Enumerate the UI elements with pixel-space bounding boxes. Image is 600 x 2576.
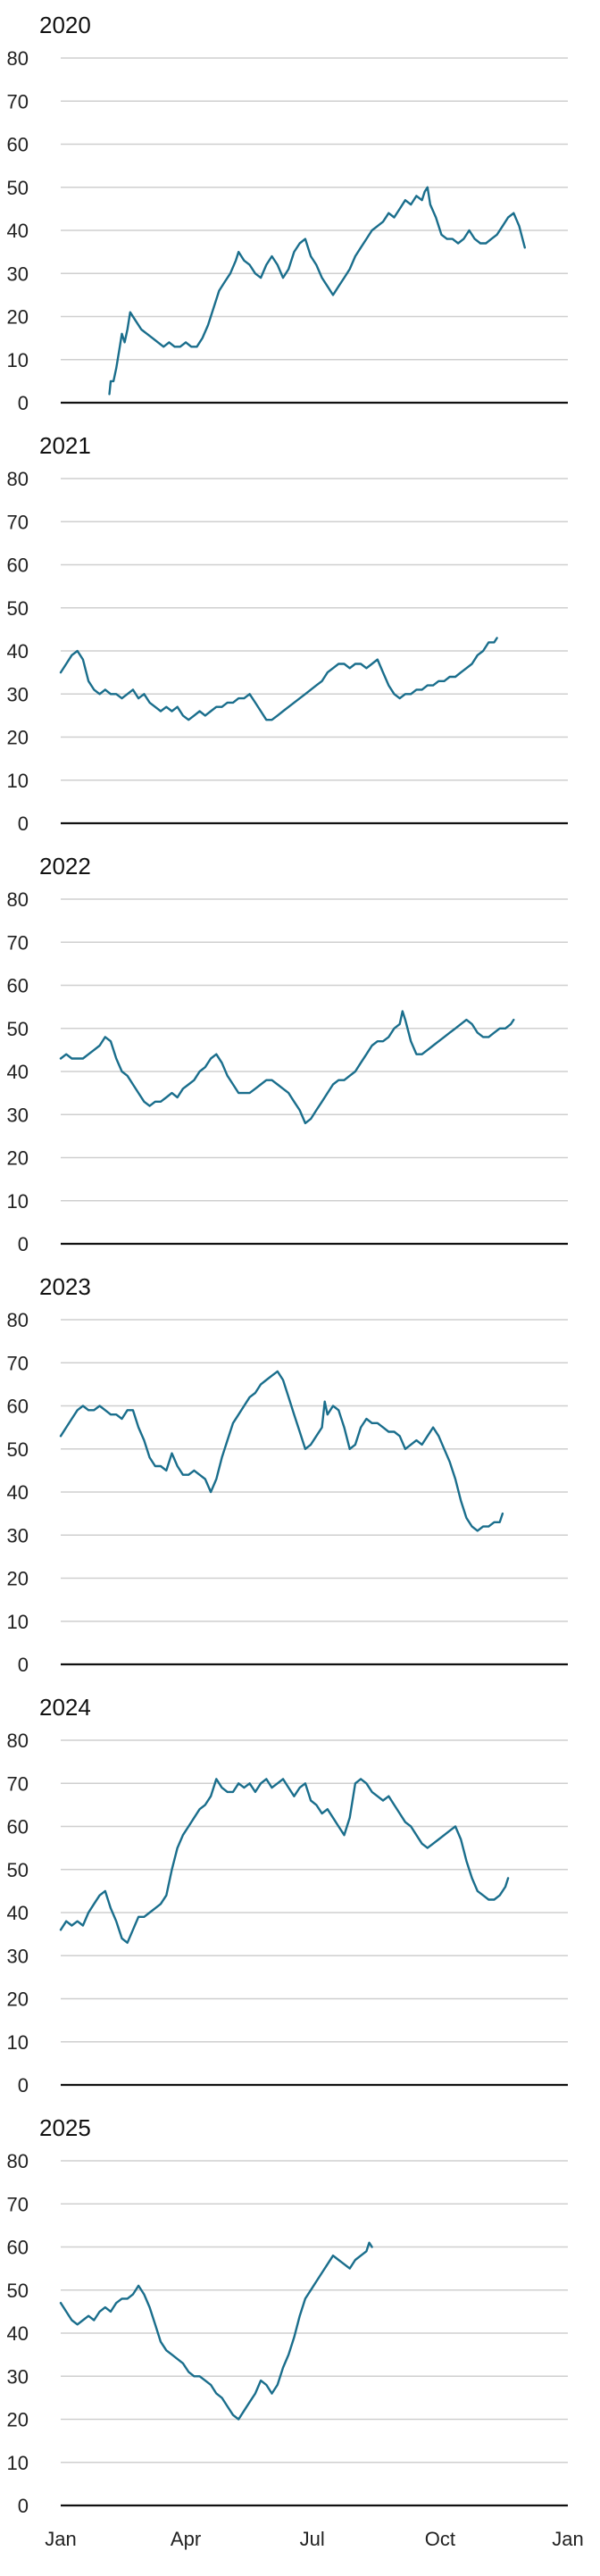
y-tick-label: 80 [7,468,29,490]
y-tick-label: 40 [7,220,29,242]
y-tick-label: 80 [7,1730,29,1752]
y-tick-label: 70 [7,1772,29,1795]
y-tick-label: 50 [7,1438,29,1461]
y-tick-label: 40 [7,640,29,663]
series-line-2025 [59,2241,373,2421]
y-tick-label: 10 [7,770,29,792]
y-tick-label: 40 [7,1481,29,1504]
y-tick-label: 50 [7,177,29,199]
series-line-2024 [59,1778,510,1944]
series-line-2023 [59,1370,504,1532]
y-tick-label: 60 [7,2237,29,2259]
y-tick-label: 60 [7,975,29,997]
y-tick-label: 50 [7,2280,29,2302]
panel-title: 2021 [39,432,91,459]
y-tick-label: 0 [18,813,29,835]
panel-title: 2024 [39,1694,91,1721]
y-tick-label: 60 [7,1816,29,1838]
y-tick-label: 10 [7,2452,29,2474]
y-tick-label: 70 [7,931,29,954]
y-tick-label: 20 [7,727,29,749]
panel-title: 2025 [39,2114,91,2141]
y-tick-label: 60 [7,554,29,577]
y-tick-label: 30 [7,1945,29,1967]
y-tick-label: 60 [7,1396,29,1418]
y-tick-label: 10 [7,1611,29,1633]
y-tick-label: 30 [7,683,29,705]
y-tick-label: 80 [7,1309,29,1331]
y-tick-label: 80 [7,2150,29,2172]
y-tick-label: 0 [18,2074,29,2097]
y-tick-label: 40 [7,2322,29,2345]
y-tick-label: 20 [7,1147,29,1170]
y-tick-label: 0 [18,392,29,414]
y-tick-label: 70 [7,511,29,533]
y-tick-label: 30 [7,2365,29,2388]
y-tick-label: 0 [18,1233,29,1255]
y-tick-label: 70 [7,2193,29,2215]
y-tick-label: 60 [7,134,29,156]
y-tick-label: 0 [18,2495,29,2517]
panel-title: 2022 [39,853,91,880]
y-tick-label: 80 [7,47,29,70]
y-tick-label: 10 [7,1190,29,1213]
y-tick-label: 0 [18,1654,29,1676]
y-tick-label: 20 [7,306,29,329]
y-tick-label: 20 [7,2409,29,2431]
y-tick-label: 40 [7,1061,29,1083]
y-tick-label: 10 [7,349,29,371]
x-tick-label: Jul [300,2528,325,2550]
x-tick-label: Apr [171,2528,201,2550]
panel-title: 2023 [39,1273,91,1300]
y-tick-label: 50 [7,1018,29,1040]
y-tick-label: 70 [7,90,29,113]
series-line-2021 [59,637,498,721]
y-tick-label: 20 [7,1568,29,1590]
x-tick-label: Oct [425,2528,455,2550]
y-tick-label: 80 [7,888,29,911]
y-tick-label: 30 [7,263,29,285]
series-line-2020 [108,186,526,396]
y-tick-label: 50 [7,1859,29,1881]
y-tick-label: 70 [7,1352,29,1374]
x-tick-label: Jan [45,2528,76,2550]
series-line-2022 [59,1010,515,1125]
y-tick-label: 40 [7,1902,29,1924]
y-tick-label: 20 [7,1988,29,2011]
panel-title: 2020 [39,12,91,38]
y-tick-label: 30 [7,1104,29,1126]
y-tick-label: 50 [7,597,29,620]
x-tick-label: Jan [552,2528,583,2550]
y-tick-label: 30 [7,1524,29,1546]
y-tick-label: 10 [7,2031,29,2054]
